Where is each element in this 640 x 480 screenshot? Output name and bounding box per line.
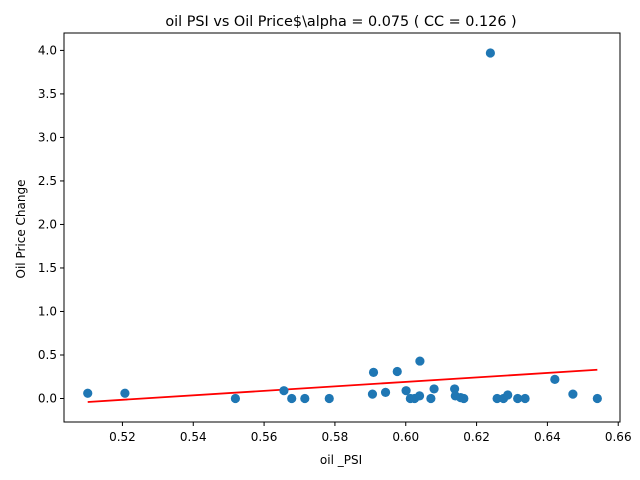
scatter-point-2 (230, 393, 241, 404)
scatter-point-7 (367, 389, 378, 399)
scatter-point-29 (568, 389, 578, 399)
scatter-point-22 (485, 48, 495, 58)
y-tick-label-3: 1.5 (38, 261, 57, 275)
scatter-point-11 (401, 386, 411, 396)
scatter-point-0 (83, 388, 93, 398)
y-tick-label-8: 4.0 (38, 43, 57, 57)
y-tick-label-6: 3.0 (38, 130, 57, 144)
scatter-point-9 (380, 387, 391, 398)
y-tick-label-5: 2.5 (38, 174, 57, 188)
scatter-point-15 (415, 356, 425, 366)
scatter-point-4 (287, 393, 297, 404)
scatter-point-28 (550, 374, 560, 384)
scatter-point-5 (300, 393, 310, 404)
y-tick-label-4: 2.0 (38, 217, 57, 231)
scatter-point-25 (503, 390, 513, 400)
x-tick-label-7: 0.66 (605, 430, 632, 444)
y-tick-label-2: 1.0 (38, 304, 57, 318)
x-tick-label-5: 0.62 (463, 430, 490, 444)
y-axis-label: Oil Price Change (14, 180, 28, 279)
axes-frame (63, 32, 621, 423)
fit-line (87, 368, 598, 403)
scatter-point-6 (324, 393, 334, 404)
x-tick-label-1: 0.54 (180, 430, 207, 444)
scatter-point-23 (492, 393, 502, 404)
scatter-point-26 (513, 393, 523, 404)
plot-area: 0.52 0.54 0.56 0.58 0.60 0.62 0.64 0.66 0.0 0.5 1.… (38, 32, 632, 444)
y-tick-label-1: 0.5 (38, 348, 57, 362)
scatter-point-27 (520, 393, 530, 404)
chart-title: oil PSI vs Oil Price$\alpha = 0.075 ( CC… (165, 14, 516, 30)
scatter-point-18 (450, 384, 460, 394)
x-tick-label-0: 0.52 (109, 430, 136, 444)
x-tick-label-4: 0.60 (392, 430, 419, 444)
scatter-point-30 (592, 393, 602, 404)
scatter-point-16 (426, 393, 436, 404)
scatter-point-8 (368, 367, 379, 377)
scatter-point-21 (459, 393, 469, 404)
scatter-point-1 (120, 388, 130, 398)
scatter-point-10 (392, 366, 402, 377)
scatter-point-17 (429, 384, 439, 394)
x-tick-label-3: 0.58 (322, 430, 349, 444)
x-tick-label-2: 0.56 (251, 430, 278, 444)
scatter-point-3 (279, 386, 289, 396)
y-tick-label-7: 3.5 (38, 87, 57, 101)
y-tick-label-0: 0.0 (38, 392, 57, 406)
x-tick-label-6: 0.64 (534, 430, 561, 444)
x-axis-label: oil _PSI (320, 453, 362, 467)
scatter-point-14 (414, 391, 425, 401)
